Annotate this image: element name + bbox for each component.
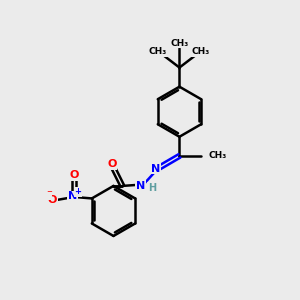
Text: CH₃: CH₃	[170, 39, 189, 48]
Text: O: O	[107, 159, 117, 169]
Text: N: N	[68, 191, 77, 201]
Text: CH₃: CH₃	[192, 47, 210, 56]
Text: O: O	[48, 195, 57, 205]
Text: O: O	[70, 170, 79, 181]
Text: CH₃: CH₃	[209, 152, 227, 160]
Text: H: H	[148, 183, 156, 193]
Text: CH₃: CH₃	[149, 47, 167, 56]
Text: +: +	[74, 188, 81, 196]
Text: N: N	[151, 164, 160, 174]
Text: ⁻: ⁻	[46, 190, 52, 200]
Text: N: N	[136, 181, 145, 191]
